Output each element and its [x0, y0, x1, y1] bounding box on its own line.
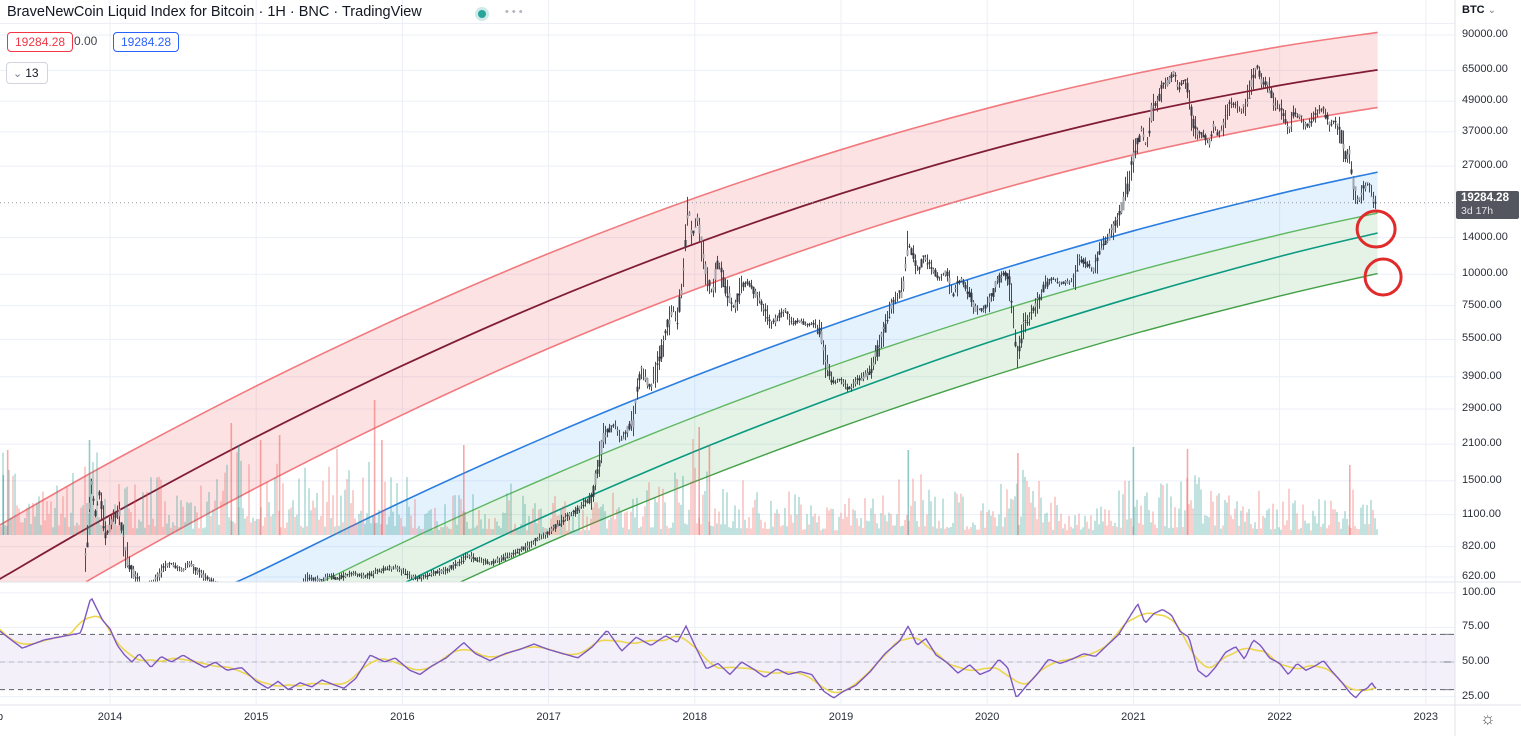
volume-spikes-up [2, 440, 1135, 535]
band-line-maroon-mid [0, 69, 1378, 580]
regression-band-red-fill [0, 32, 1378, 582]
time-axis-label: 2017 [536, 711, 561, 723]
price-axis-label: 3900.00 [1462, 369, 1502, 382]
price-axis-label: 37000.00 [1462, 124, 1508, 137]
price-axis-label: 7500.00 [1462, 298, 1502, 311]
price-axis-label: 90000.00 [1462, 27, 1508, 40]
annotation-circle [1363, 257, 1403, 297]
price-change-value: 0.00 [74, 34, 98, 48]
band-line-blue-top [234, 171, 1378, 582]
last-price-axis-badge: 19284.28 3d 17h [1456, 191, 1519, 219]
time-axis-label: 2018 [682, 711, 708, 723]
price-pane[interactable] [0, 23, 1455, 698]
rsi-axis-label: 100.00 [1462, 585, 1496, 598]
price-axis-label: 14000.00 [1462, 230, 1508, 243]
time-axis-label-clipped: p [0, 711, 4, 723]
rsi-axis-label: 75.00 [1462, 620, 1490, 633]
band-line-green-top [319, 212, 1378, 582]
time-axis-label: 2015 [243, 711, 269, 723]
band-line-teal-mid [404, 232, 1378, 582]
time-axis-label: 2023 [1413, 711, 1439, 723]
band-line-red-bottom [84, 106, 1378, 582]
time-axis-label: 2016 [390, 711, 415, 723]
time-axis-label: 2020 [974, 711, 1000, 723]
price-axis-label: 27000.00 [1462, 159, 1508, 172]
rsi-axis-label: 50.00 [1462, 655, 1490, 667]
annotation-circle [1355, 209, 1397, 249]
price-axis-label: 820.00 [1462, 539, 1496, 552]
price-axis-label: 620.00 [1462, 570, 1496, 583]
candle-bodies-down [86, 65, 1377, 582]
rsi-pane[interactable] [0, 592, 1455, 699]
indicator-count: 13 [25, 66, 39, 80]
price-axis-label: 2900.00 [1462, 402, 1502, 415]
symbol-title[interactable]: BraveNewCoin Liquid Index for Bitcoin · … [7, 4, 422, 20]
time-axis-label: 2021 [1121, 711, 1146, 723]
time-axis-label: 2019 [828, 711, 854, 723]
rsi-ma-line [0, 612, 1377, 694]
regression-band-green-fill [321, 213, 1378, 582]
price-axis-label: 10000.00 [1462, 267, 1508, 280]
band-line-green-bottom [458, 272, 1378, 582]
bar-countdown: 3d 17h [1461, 205, 1494, 217]
rsi-band-fill [0, 634, 1455, 690]
volume-spikes-down [6, 400, 1351, 535]
rsi-axis-label: 25.00 [1462, 689, 1490, 702]
time-axis-label: 2022 [1267, 711, 1292, 723]
band-line-red-top [0, 31, 1378, 526]
price-axis-label: 5500.00 [1462, 332, 1502, 345]
price-axis-label: 1500.00 [1462, 473, 1502, 486]
time-axis-settings-gear-icon[interactable]: ☼ [1480, 709, 1496, 728]
regression-band-blue-fill [236, 172, 1378, 582]
last-price-value: 19284.28 [1461, 192, 1509, 204]
price-axis-label: 65000.00 [1462, 63, 1508, 76]
price-axis-label: 1100.00 [1462, 507, 1501, 520]
price-axis-symbol-button[interactable]: BTC ⌄ [1462, 4, 1497, 16]
time-axis-label: 2014 [97, 711, 123, 723]
candle-bodies-up [84, 67, 1375, 582]
last-price-badge-blue[interactable]: 19284.28 [113, 32, 180, 52]
more-menu-icon[interactable]: ••• [505, 6, 526, 18]
price-axis-label: 2100.00 [1462, 437, 1502, 450]
market-status-icon[interactable] [475, 7, 489, 21]
chevron-down-icon: ⌄ [1487, 5, 1497, 16]
indicators-collapse-button[interactable]: ⌄ 13 [6, 62, 48, 84]
volume-bars-down [0, 439, 1374, 535]
price-axis-label: 49000.00 [1462, 94, 1508, 107]
last-price-badge-red[interactable]: 19284.28 [7, 32, 74, 52]
rsi-line [0, 597, 1377, 699]
chevron-down-icon: ⌄ [13, 68, 23, 80]
